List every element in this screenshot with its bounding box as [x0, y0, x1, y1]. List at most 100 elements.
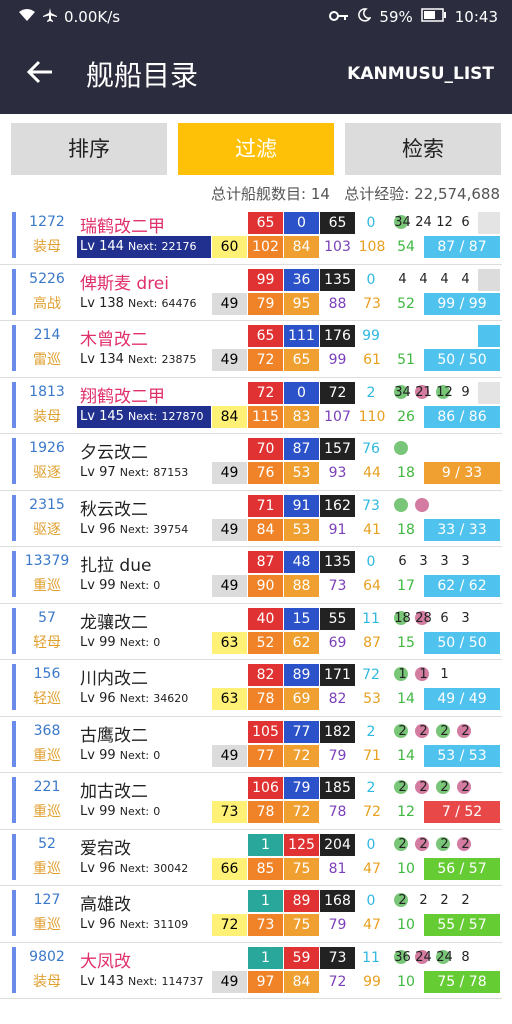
slot-count: 3 [440, 554, 449, 569]
ship-row[interactable]: 52 重巡 爱宕改 Lv 96 Next: 30042 66 1 125 204 0 2 2 2 2 85… [0, 830, 502, 886]
ship-id: 13379 [24, 553, 70, 569]
row-marker [12, 438, 16, 484]
ship-row[interactable]: 221 重巡 加古改二 Lv 99 Next: 0 73 106 79 185 2 2 2 2 2 78 7… [0, 773, 502, 830]
slot-count: 2 [440, 723, 449, 739]
stat-4: 61 [363, 352, 381, 368]
row-marker [12, 777, 16, 823]
next-exp: 22176 [161, 240, 197, 253]
slot: 9 [455, 382, 476, 404]
stat-4: 99 [363, 973, 381, 990]
stat-asw: 0 [366, 893, 376, 909]
stat-total: 72 [320, 381, 355, 404]
stat-5: 17 [397, 578, 415, 594]
stat-asw: 0 [366, 271, 376, 288]
ship-row[interactable]: 13379 重巡 扎拉 due Lv 99 Next: 0 49 87 48 135 0 6 3 3 3… [0, 547, 502, 604]
stat-5: 10 [397, 917, 415, 933]
slot [413, 438, 434, 460]
level-box: Lv 96 Next: 39754 [77, 519, 211, 541]
condition-bar: 62 / 62 [424, 575, 500, 597]
back-arrow-icon[interactable] [24, 56, 60, 92]
stat-2: 75 [284, 857, 319, 880]
slot-count: 34 [394, 384, 411, 400]
ship-row[interactable]: 156 轻巡 川内改二 Lv 96 Next: 34620 63 82 89 171 72 1 1 1… [0, 660, 502, 717]
slot-count: 24 [415, 949, 432, 965]
ship-level: Lv 143 [80, 973, 124, 989]
stat-total: 168 [320, 890, 355, 912]
condition-bar: 49 / 49 [424, 688, 500, 710]
lock-value: 63 [212, 631, 247, 654]
next-label: Next: [128, 353, 158, 366]
ship-level: Lv 99 [80, 578, 116, 593]
next-exp: 0 [153, 579, 161, 592]
ship-row[interactable]: 5226 高战 俾斯麦 drei Lv 138 Next: 64476 49 99 36 13… [0, 265, 502, 321]
next-label: Next: [119, 579, 150, 592]
ship-row[interactable]: 1272 装母 瑞鹤改二甲 Lv 144 Next: 22176 60 65 0 65 0 34 2… [0, 208, 502, 265]
slot-count: 3 [461, 610, 470, 626]
ship-row[interactable]: 1813 装母 翔鹤改二甲 Lv 145 Next: 127870 84 72 0 72 2 34… [0, 378, 502, 434]
stat-4: 44 [363, 465, 381, 481]
stat-asw: 0 [366, 554, 376, 570]
ship-id: 127 [33, 892, 61, 908]
stat-1: 72 [248, 349, 283, 371]
slot-count: 2 [461, 723, 470, 739]
ship-type: 重巡 [33, 578, 61, 594]
slot: 2 [413, 834, 434, 856]
slot [392, 325, 413, 347]
stat-4: 47 [363, 860, 381, 877]
stat-3: 72 [328, 973, 347, 990]
plane-icon [394, 610, 408, 625]
ship-row[interactable]: 57 轻母 龙骧改二 Lv 99 Next: 0 63 40 15 55 11 18 28 6 3 52 6… [0, 604, 502, 660]
slot: 4 [392, 269, 413, 291]
row-marker [12, 720, 16, 767]
page-subtitle: KANMUSU_LIST [347, 64, 494, 84]
condition-bar: 75 / 78 [424, 970, 500, 993]
search-button[interactable]: 检索 [345, 123, 501, 175]
stat-total: 135 [320, 268, 355, 291]
stat-2: 72 [284, 801, 319, 823]
slot: 6 [392, 551, 413, 573]
ship-type: 重巡 [33, 860, 61, 877]
stat-asw: 73 [362, 497, 380, 514]
lock-value: 84 [212, 405, 247, 428]
stat-asw: 2 [366, 780, 376, 796]
stat-3: 73 [328, 578, 347, 594]
equipment-slots: 36 24 24 8 [392, 947, 476, 969]
ship-name: 大凤改 [80, 951, 131, 972]
stat-hp: 70 [248, 438, 283, 460]
slot-count: 28 [415, 610, 432, 626]
ship-type: 轻巡 [33, 691, 61, 707]
lock-value: 72 [212, 914, 247, 936]
stat-3: 91 [328, 521, 347, 538]
filter-button[interactable]: 过滤 [178, 123, 334, 175]
stat-hp: 82 [248, 664, 283, 686]
row-marker [12, 494, 16, 541]
stat-fp: 89 [284, 890, 319, 912]
slot: 2 [392, 834, 413, 856]
plane-icon [436, 780, 450, 794]
ship-row[interactable]: 9802 装母 大凤改 Lv 143 Next: 114737 49 1 59 73 11 36 2… [0, 943, 502, 999]
row-marker [12, 607, 16, 654]
ship-row[interactable]: 214 雷巡 木曾改二 Lv 134 Next: 23875 49 65 111 176 99 7… [0, 321, 502, 378]
ship-level: Lv 99 [80, 804, 116, 819]
stat-5: 14 [397, 747, 415, 764]
ship-row[interactable]: 368 重巡 古鹰改二 Lv 99 Next: 0 49 105 77 182 2 2 2 2 2 77 7… [0, 717, 502, 773]
stat-fp: 91 [284, 494, 319, 517]
ship-id: 9802 [29, 948, 65, 965]
moon-icon [357, 8, 373, 26]
ship-row[interactable]: 2315 驱逐 秋云改二 Lv 96 Next: 39754 49 71 91 162 73 84… [0, 491, 502, 547]
sort-button[interactable]: 排序 [11, 123, 167, 175]
ship-row[interactable]: 127 重巡 高雄改 Lv 96 Next: 31109 72 1 89 168 0 2 2 2 2 73… [0, 886, 502, 943]
stat-total: 171 [320, 664, 355, 686]
plane-icon [415, 610, 429, 625]
stat-5: 14 [397, 691, 415, 707]
lock-value: 49 [212, 292, 247, 315]
stat-3: 81 [328, 860, 347, 877]
row-marker [12, 268, 16, 315]
slot: 2 [392, 721, 413, 743]
ship-type: 重巡 [33, 804, 61, 820]
ship-row[interactable]: 1926 驱逐 夕云改二 Lv 97 Next: 87153 49 70 87 157 76 76… [0, 434, 502, 491]
